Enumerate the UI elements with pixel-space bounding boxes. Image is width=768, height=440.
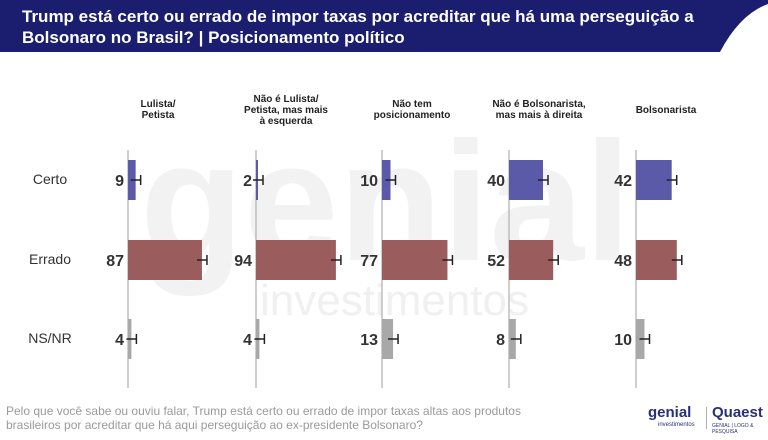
- column-header-line: Não tem: [392, 99, 432, 110]
- quaest-logo-sub: GENIAL | LOGO & PESQUISA: [712, 423, 754, 435]
- data-label: 2: [243, 173, 252, 190]
- bar-errado: [128, 240, 202, 280]
- bar-errado: [382, 240, 448, 280]
- genial-logo: genial: [648, 404, 692, 421]
- column-header: Lulista/Petista: [98, 99, 218, 121]
- question-footnote: Pelo que você sabe ou ouviu falar, Trump…: [6, 404, 521, 432]
- data-label: 40: [487, 173, 505, 190]
- bar-errado: [636, 240, 677, 280]
- column-header-line: Não é Bolsonarista,: [492, 99, 586, 110]
- title-banner: Trump está certo ou errado de impor taxa…: [0, 0, 768, 52]
- data-label: 48: [614, 253, 632, 270]
- bar-errado: [256, 240, 336, 280]
- column-header-line: Não é Lulista/: [253, 93, 319, 105]
- column-header-line: Petista: [141, 110, 175, 121]
- row-label: NS/NR: [28, 330, 72, 346]
- data-label: 94: [234, 253, 252, 270]
- data-label: 8: [496, 332, 505, 349]
- column-header-line: Lulista/: [140, 99, 176, 110]
- column-header-line: à esquerda: [259, 115, 313, 127]
- data-label: 4: [115, 332, 124, 349]
- data-label: 52: [487, 253, 505, 270]
- data-label: 10: [614, 332, 632, 349]
- row-label: Errado: [28, 251, 72, 267]
- watermark-sub: investimentos: [260, 276, 529, 325]
- data-label: 87: [106, 253, 124, 270]
- logo-divider: [706, 407, 707, 429]
- chart-title: Trump está certo ou errado de impor taxa…: [22, 7, 694, 47]
- genial-logo-sub: investimentos: [658, 422, 695, 428]
- column-header-line: mas mais à direita: [495, 110, 583, 121]
- row-label: Certo: [32, 171, 68, 187]
- column-header-line: Bolsonarista: [635, 104, 697, 116]
- column-header-line: posicionamento: [373, 110, 451, 121]
- data-label: 42: [614, 173, 632, 190]
- bar-errado: [509, 240, 554, 280]
- data-label: 77: [360, 253, 378, 270]
- logos: genial investimentos Quaest GENIAL | LOG…: [648, 404, 766, 435]
- data-label: 13: [360, 332, 378, 349]
- bar-certo: [509, 160, 543, 200]
- column-header: Não é Lulista/Petista, mas mais à esquerd…: [226, 94, 346, 127]
- column-header: Não é Bolsonarista, mas mais à direita: [479, 99, 599, 121]
- column-header-line: Petista, mas mais: [244, 104, 328, 116]
- data-label: 9: [115, 173, 124, 190]
- title-banner-shape: [0, 0, 768, 52]
- data-label: 4: [243, 332, 252, 349]
- bar-certo: [636, 160, 672, 200]
- column-header: Bolsonarista: [606, 105, 726, 116]
- bar-ns-nr: [382, 319, 394, 359]
- column-header: Não tem posicionamento: [352, 99, 472, 121]
- data-label: 10: [360, 173, 378, 190]
- quaest-logo: Quaest: [712, 404, 763, 421]
